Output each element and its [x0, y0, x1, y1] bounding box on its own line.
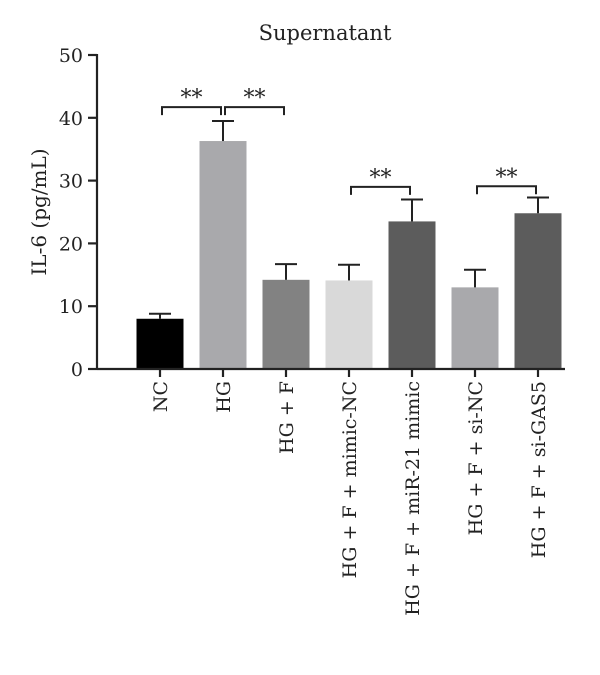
category-label-6: HG + F + si-GAS5 [528, 381, 550, 558]
bar-6 [514, 213, 562, 369]
bar-5 [451, 287, 499, 369]
significance-label-0: ** [181, 86, 203, 111]
category-label-0: NC [150, 381, 172, 412]
error-bar-2 [275, 263, 297, 280]
significance-label-1: ** [244, 86, 266, 111]
significance-label-2: ** [370, 166, 392, 191]
category-label-5: HG + F + si-NC [465, 381, 487, 535]
error-bar-4 [401, 198, 423, 222]
labels-layer: 0 10 20 30 40 50 NC HG HG + F HG + F + mimic-NC HG… [59, 45, 550, 616]
bar-3 [325, 280, 373, 369]
bar-4 [388, 221, 436, 369]
error-bar-1 [212, 119, 234, 142]
bar-2 [262, 279, 310, 369]
bar-1 [199, 141, 247, 369]
y-tick-label-0: 0 [71, 359, 83, 381]
bar-0 [136, 318, 184, 369]
axes-layer [88, 53, 565, 377]
error-bars-layer [149, 119, 549, 319]
significance-line-0 [161, 106, 222, 116]
significance-line-3 [476, 185, 537, 195]
significance-layer: ** ** ** ** [161, 86, 537, 195]
category-label-1: HG [213, 381, 235, 413]
y-axis-label: IL-6 (pg/mL) [27, 148, 51, 275]
chart-title: Supernatant [259, 21, 392, 45]
significance-line-2 [350, 185, 411, 195]
y-tick-label-4: 40 [59, 108, 83, 130]
significance-bracket-0: ** [161, 86, 222, 116]
category-label-2: HG + F [276, 381, 298, 454]
error-bar-3 [338, 263, 360, 281]
significance-bracket-3: ** [476, 165, 537, 195]
significance-label-3: ** [496, 165, 518, 190]
y-tick-label-2: 20 [59, 233, 83, 255]
bars-layer [136, 141, 562, 369]
significance-bracket-1: ** [224, 86, 285, 116]
error-bar-6 [527, 196, 549, 214]
significance-bracket-2: ** [350, 166, 411, 195]
category-label-3: HG + F + mimic-NC [339, 381, 361, 578]
y-tick-label-3: 30 [59, 171, 83, 193]
y-tick-label-1: 10 [59, 296, 83, 318]
y-tick-label-5: 50 [59, 45, 83, 67]
error-bar-0 [149, 312, 171, 319]
significance-line-1 [224, 106, 285, 116]
error-bar-5 [464, 268, 486, 288]
category-label-4: HG + F + miR-21 mimic [402, 381, 424, 616]
